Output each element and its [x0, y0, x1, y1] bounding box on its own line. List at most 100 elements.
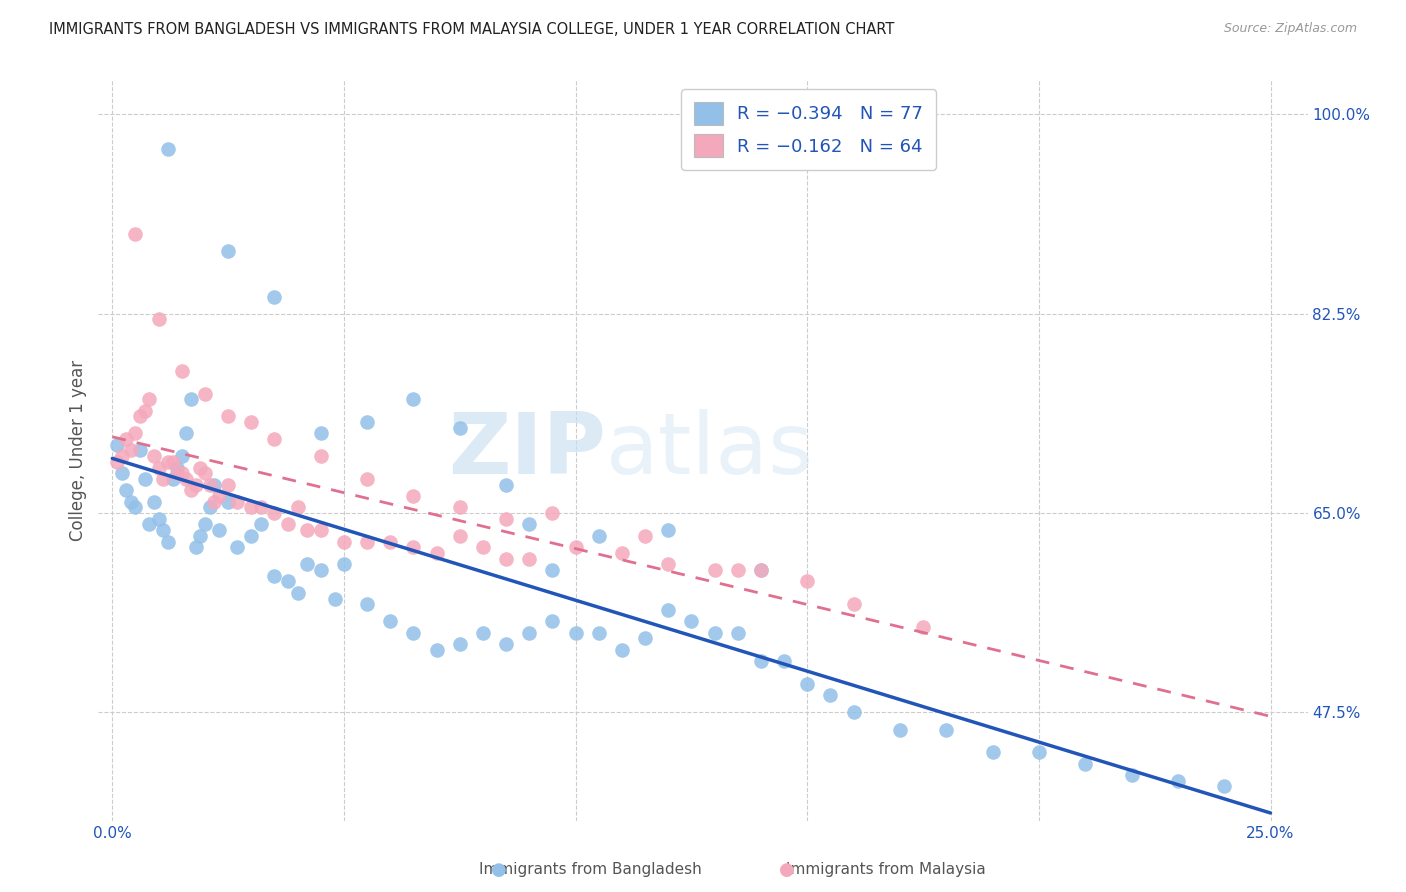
Point: [402, 489, 425, 503]
Point: [138, 517, 160, 532]
Point: [156, 534, 179, 549]
Point: [842, 706, 865, 720]
Point: [134, 472, 156, 486]
Point: [176, 426, 198, 441]
Point: [426, 546, 449, 560]
Point: [152, 472, 174, 486]
Point: [471, 625, 494, 640]
Point: [295, 558, 318, 572]
Point: [180, 392, 202, 407]
Y-axis label: College, Under 1 year: College, Under 1 year: [69, 359, 87, 541]
Point: [170, 449, 193, 463]
Point: [124, 227, 146, 241]
Point: [287, 500, 309, 515]
Point: [143, 449, 166, 463]
Point: [703, 563, 725, 577]
Point: [170, 364, 193, 378]
Text: ZIP: ZIP: [449, 409, 606, 492]
Point: [162, 472, 184, 486]
Point: [115, 483, 138, 498]
Point: [610, 642, 633, 657]
Point: [749, 563, 772, 577]
Text: Immigrants from Malaysia: Immigrants from Malaysia: [786, 863, 986, 877]
Point: [912, 620, 935, 634]
Point: [495, 512, 517, 526]
Point: [449, 637, 471, 651]
Point: [449, 500, 471, 515]
Point: [471, 541, 494, 555]
Point: [148, 312, 170, 326]
Point: [1074, 756, 1097, 771]
Point: [356, 415, 378, 429]
Point: [773, 654, 796, 668]
Point: [541, 563, 564, 577]
Point: [1213, 780, 1236, 794]
Point: [287, 586, 309, 600]
Point: [208, 523, 231, 537]
Point: [323, 591, 346, 606]
Point: [202, 494, 225, 508]
Point: [240, 415, 263, 429]
Point: [202, 477, 225, 491]
Point: [120, 443, 142, 458]
Point: [217, 477, 239, 491]
Point: [194, 386, 217, 401]
Point: [517, 625, 540, 640]
Point: [226, 494, 249, 508]
Point: [727, 625, 749, 640]
Point: [356, 597, 378, 611]
Point: [380, 615, 402, 629]
Text: ●: ●: [779, 861, 796, 879]
Text: Source: ZipAtlas.com: Source: ZipAtlas.com: [1223, 22, 1357, 36]
Point: [134, 403, 156, 417]
Point: [588, 529, 610, 543]
Point: [796, 677, 818, 691]
Point: [610, 546, 633, 560]
Point: [188, 460, 211, 475]
Point: [309, 449, 332, 463]
Point: [634, 529, 657, 543]
Point: [634, 632, 657, 646]
Point: [156, 455, 179, 469]
Point: [148, 512, 170, 526]
Point: [124, 500, 146, 515]
Point: [217, 244, 239, 259]
Point: [208, 489, 231, 503]
Point: [1028, 745, 1050, 759]
Point: [226, 541, 249, 555]
Point: [402, 541, 425, 555]
Point: [541, 506, 564, 520]
Point: [143, 494, 166, 508]
Point: [138, 392, 160, 407]
Point: [309, 426, 332, 441]
Point: [749, 654, 772, 668]
Point: [981, 745, 1004, 759]
Point: [541, 615, 564, 629]
Point: [380, 534, 402, 549]
Point: [402, 625, 425, 640]
Point: [749, 563, 772, 577]
Point: [198, 500, 221, 515]
Point: [129, 443, 152, 458]
Point: [309, 563, 332, 577]
Point: [105, 455, 128, 469]
Point: [309, 523, 332, 537]
Point: [796, 574, 818, 589]
Point: [240, 529, 263, 543]
Point: [703, 625, 725, 640]
Point: [333, 534, 356, 549]
Point: [240, 500, 263, 515]
Point: [180, 483, 202, 498]
Point: [564, 541, 586, 555]
Point: [120, 494, 142, 508]
Point: [820, 689, 842, 703]
Point: [517, 517, 540, 532]
Point: [105, 438, 128, 452]
Point: [162, 455, 184, 469]
Point: [495, 637, 517, 651]
Point: [166, 460, 188, 475]
Point: [657, 523, 679, 537]
Point: [152, 523, 174, 537]
Point: [935, 723, 957, 737]
Point: [198, 477, 221, 491]
